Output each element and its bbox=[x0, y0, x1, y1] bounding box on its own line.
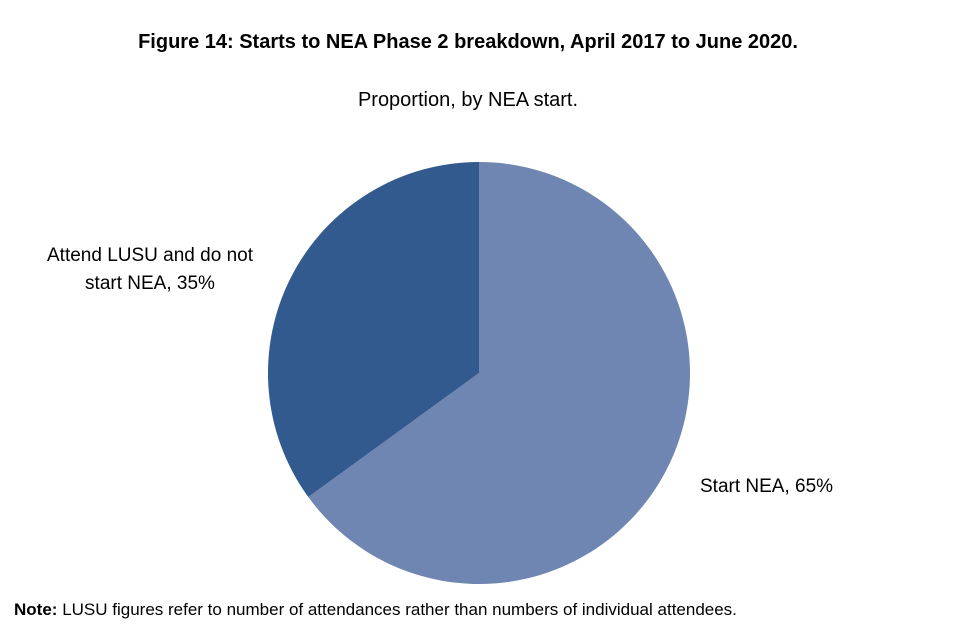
data-label: Start NEA, 65% bbox=[700, 476, 834, 497]
note: Note: LUSU figures refer to number of at… bbox=[14, 600, 737, 620]
chart-subtitle: Proportion, by NEA start. bbox=[357, 89, 579, 111]
chart-title: Figure 14: Starts to NEA Phase 2 breakdo… bbox=[138, 31, 798, 53]
pie-slice bbox=[268, 162, 479, 498]
note-label: Note: bbox=[14, 600, 58, 619]
data-label: Attend LUSU and do not start NEA, 35% bbox=[47, 245, 253, 294]
pie-slice bbox=[308, 162, 690, 584]
note-text: LUSU figures refer to number of attendan… bbox=[62, 600, 737, 619]
